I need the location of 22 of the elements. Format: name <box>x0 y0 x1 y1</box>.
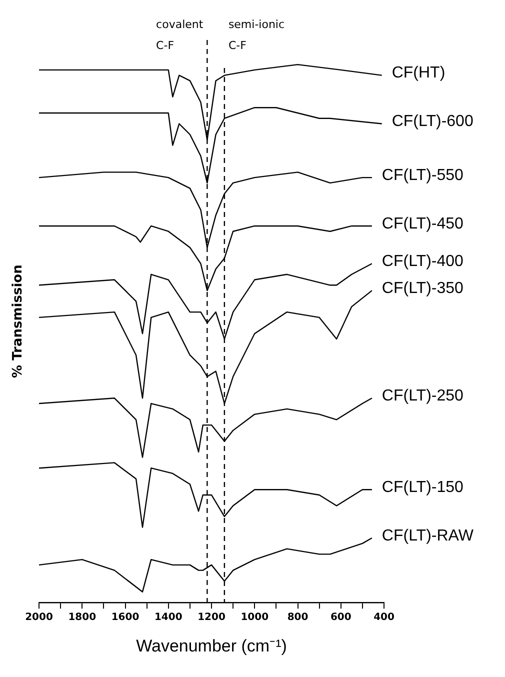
x-axis-title: Wavenumber (cm⁻¹) <box>136 636 287 656</box>
series-label: CF(LT)-400 <box>382 253 464 270</box>
x-tick-label: 1400 <box>154 612 182 624</box>
series-label: CF(LT)-RAW <box>382 527 474 544</box>
x-tick-label: 1800 <box>68 612 96 624</box>
x-tick-label: 600 <box>330 612 352 624</box>
series-label: CF(HT) <box>392 64 446 82</box>
series-label: CF(LT)-150 <box>382 479 464 496</box>
x-tick-label: 800 <box>287 612 308 624</box>
series-label: CF(LT)-450 <box>382 215 464 232</box>
x-tick-label: 1000 <box>240 612 269 624</box>
y-axis-title: % Transmission <box>10 264 26 378</box>
series-label: CF(LT)-350 <box>382 280 464 297</box>
x-tick-label: 1600 <box>111 612 140 624</box>
ref-line-label: covalent C-F <box>156 18 204 52</box>
series-label: CF(LT)-550 <box>382 166 464 184</box>
series-label: CF(LT)-250 <box>382 388 464 405</box>
series-label: CF(LT)-600 <box>392 113 474 130</box>
x-tick-label: 1200 <box>198 612 226 624</box>
ref-line-label: semi-ionic C-F <box>228 18 285 52</box>
x-tick-label: 400 <box>374 612 394 624</box>
x-tick-label: 2000 <box>25 612 53 624</box>
